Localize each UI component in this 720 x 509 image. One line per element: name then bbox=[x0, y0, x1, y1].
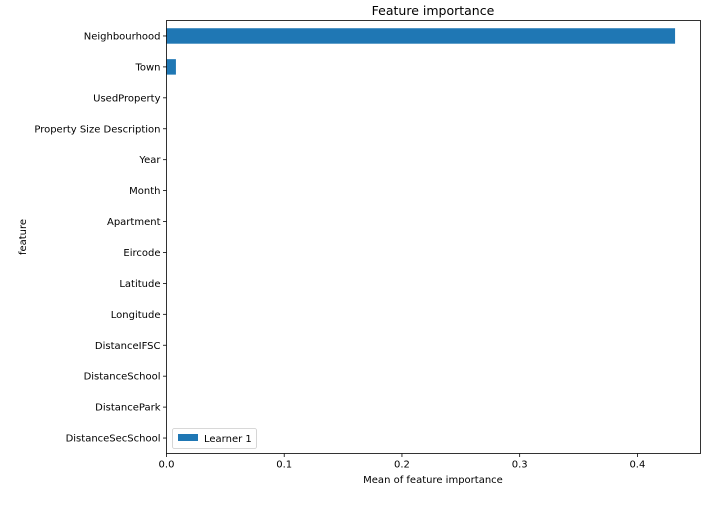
y-tick-label: Property Size Description bbox=[34, 124, 160, 135]
x-tick-label: 0.2 bbox=[394, 460, 410, 471]
y-axis: Neighbourhood Town UsedProperty Property Si… bbox=[34, 31, 167, 445]
y-tick-label: DistanceSchool bbox=[84, 372, 161, 383]
bars-layer bbox=[166, 28, 676, 75]
y-tick-label: DistanceSecSchool bbox=[66, 434, 161, 445]
x-axis: 0.0 0.1 0.2 0.3 0.4 bbox=[159, 453, 645, 471]
x-axis-label: Mean of feature importance bbox=[363, 475, 503, 486]
y-tick-label: DistancePark bbox=[95, 403, 161, 414]
y-tick-label: Town bbox=[134, 62, 160, 73]
bar bbox=[166, 59, 176, 75]
y-tick-label: Latitude bbox=[119, 279, 160, 290]
plot-frame bbox=[166, 20, 701, 454]
y-tick-label: Eircode bbox=[123, 248, 160, 259]
x-tick-label: 0.0 bbox=[159, 460, 175, 471]
y-tick-label: Year bbox=[138, 155, 161, 166]
y-axis-label: feature bbox=[18, 219, 29, 255]
legend-label: Learner 1 bbox=[204, 434, 252, 445]
legend: Learner 1 bbox=[172, 428, 257, 449]
y-tick-label: Longitude bbox=[111, 310, 161, 321]
y-tick-label: UsedProperty bbox=[93, 93, 160, 104]
y-tick-label: Month bbox=[129, 186, 160, 197]
y-tick-label: DistanceIFSC bbox=[95, 341, 161, 352]
chart-title: Feature importance bbox=[372, 3, 495, 18]
x-tick-label: 0.4 bbox=[629, 460, 645, 471]
legend-frame bbox=[172, 428, 257, 449]
legend-swatch bbox=[178, 434, 198, 441]
x-tick-label: 0.3 bbox=[512, 460, 528, 471]
bar bbox=[166, 28, 676, 44]
y-tick-label: Apartment bbox=[107, 217, 161, 228]
y-tick-label: Neighbourhood bbox=[84, 31, 161, 42]
x-tick-label: 0.1 bbox=[276, 460, 292, 471]
